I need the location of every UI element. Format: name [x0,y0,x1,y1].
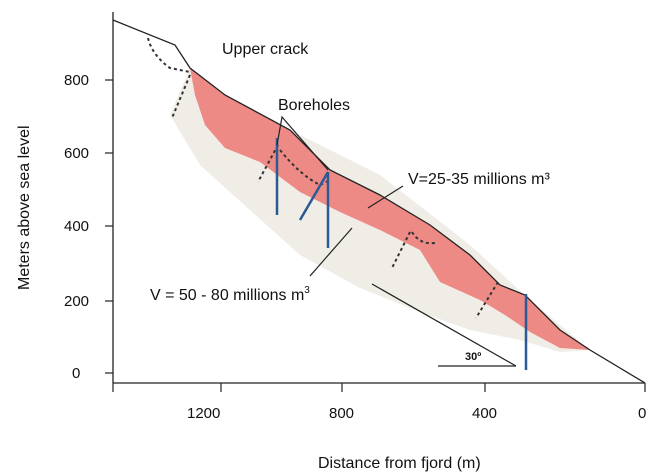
y-axis-label: Meters above sea level [16,125,33,290]
y-tick-label-800: 800 [64,72,89,89]
y-tick-label-0: 0 [72,365,80,382]
angle-label: 30º [465,351,481,363]
x-axis-label: Distance from fjord (m) [318,455,481,472]
volume-lower-label: V = 50 - 80 millions m3 [150,285,310,304]
volume-upper-label: V=25-35 millions m³ [408,171,551,188]
angle-indicator [371,283,517,367]
crack-line-1 [171,74,191,119]
crack-line-2 [257,144,279,183]
boreholes-leader [276,115,329,171]
volume-lower-text: V = 50 - 80 millions m [150,287,304,304]
boreholes [275,138,528,370]
x-ticks [112,383,646,392]
crack-line-4 [391,231,411,269]
crack-line-6 [475,281,499,319]
x-tick-label-800: 800 [329,405,354,422]
y-ticks [105,79,113,374]
leader-lines [276,115,404,277]
x-tick-label-1200: 1200 [187,405,220,422]
upper-slide-area [190,68,590,350]
x-tick-label-400: 400 [472,405,497,422]
volume-lower-superscript: 3 [304,285,310,296]
crack-lines [147,37,499,319]
terrain-surface [112,19,646,384]
upper-crack-trace [147,37,191,73]
y-tick-label-200: 200 [64,293,89,310]
borehole-2 [298,171,330,221]
boreholes-label: Boreholes [278,97,350,114]
y-tick-label-600: 600 [64,145,89,162]
y-tick-label-400: 400 [64,218,89,235]
crack-line-5 [411,231,436,245]
crack-line-3 [279,149,331,187]
volume-lower-leader [309,227,353,277]
volume-upper-leader [367,185,404,209]
x-tick-label-0: 0 [638,405,646,422]
upper-crack-label: Upper crack [222,41,309,58]
